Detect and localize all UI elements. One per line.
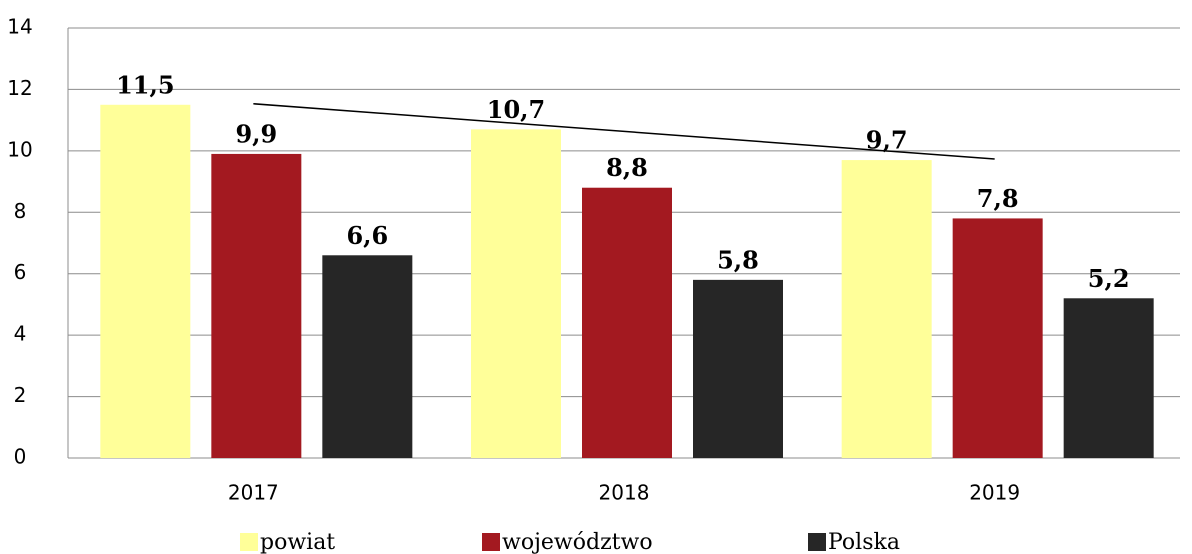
legend-swatch: [240, 533, 258, 551]
legend-swatch: [808, 533, 826, 551]
bar: [322, 255, 413, 458]
y-tick-label: 2: [14, 383, 27, 407]
value-label: 6,6: [346, 221, 388, 250]
x-tick-label: 2019: [969, 481, 1020, 505]
y-tick-label: 14: [7, 15, 32, 39]
value-label: 8,8: [606, 153, 648, 182]
bar: [211, 153, 302, 458]
y-tick-label: 12: [7, 76, 32, 100]
x-tick-label: 2017: [228, 481, 279, 505]
bar: [952, 218, 1043, 458]
bar: [1063, 298, 1154, 458]
bar: [582, 187, 672, 458]
value-label: 5,2: [1088, 264, 1130, 293]
y-tick-label: 4: [14, 322, 27, 346]
bar: [693, 279, 783, 458]
value-label: 7,8: [977, 184, 1019, 213]
legend-label: województwo: [502, 530, 653, 554]
y-tick-label: 0: [14, 445, 27, 469]
legend-label: Polska: [828, 530, 900, 554]
x-tick-label: 2018: [599, 481, 650, 505]
bar: [100, 104, 191, 459]
y-tick-label: 8: [14, 199, 27, 223]
legend-swatch: [482, 533, 500, 551]
value-label: 5,8: [717, 245, 759, 274]
trend-line: [253, 103, 995, 160]
y-tick-label: 10: [7, 137, 32, 161]
bar: [471, 129, 561, 458]
value-label: 10,7: [487, 95, 545, 124]
bar: [841, 160, 932, 459]
value-label: 9,9: [235, 119, 277, 148]
y-tick-label: 6: [14, 260, 27, 284]
legend-label: powiat: [260, 530, 335, 554]
value-label: 11,5: [116, 70, 174, 99]
